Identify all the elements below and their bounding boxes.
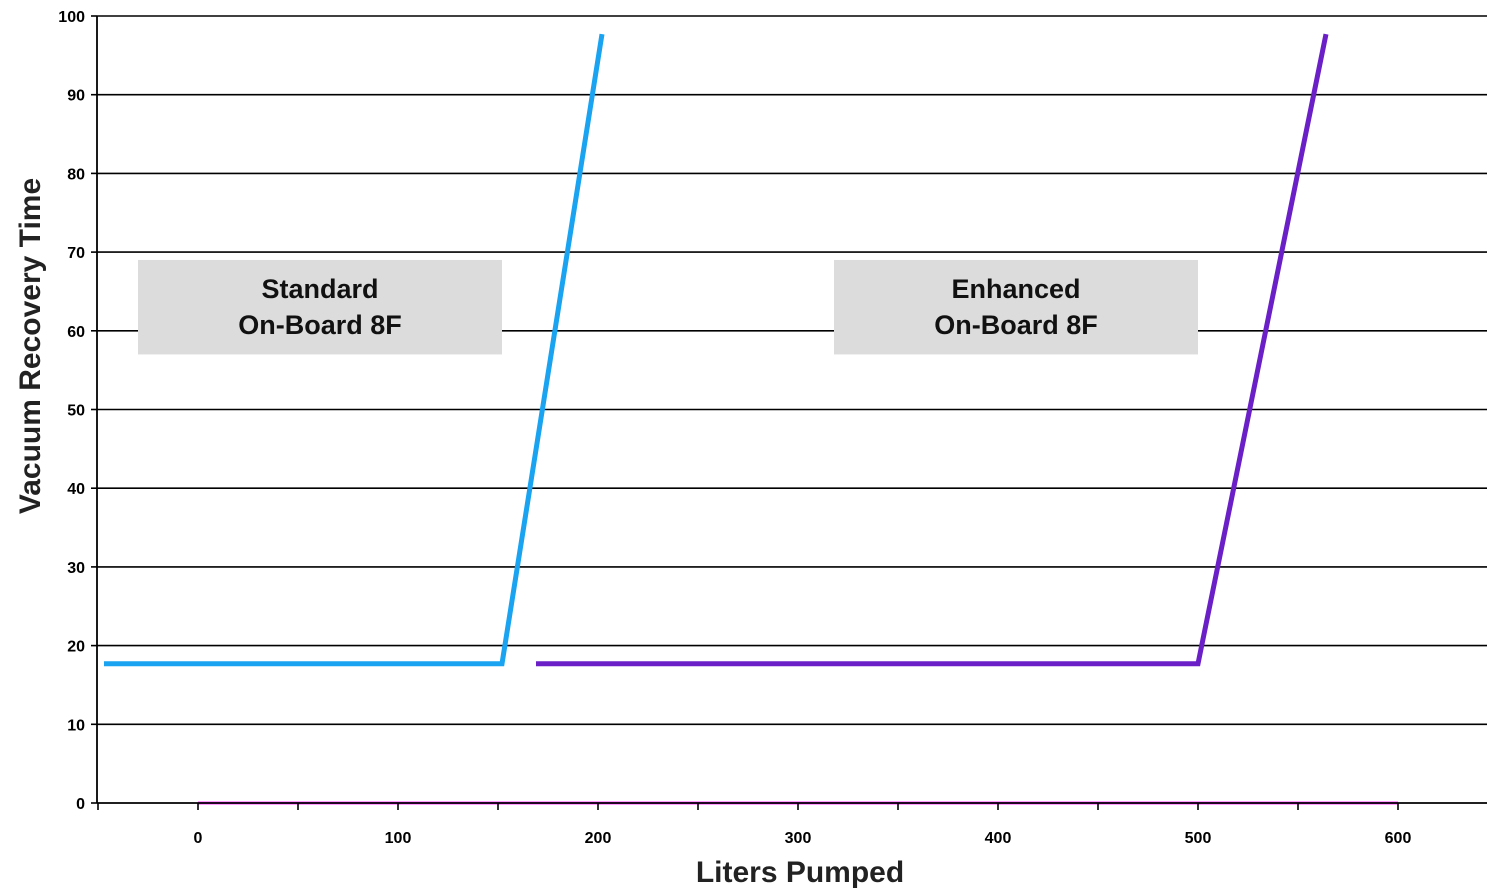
annotations: Standard On-Board 8F Enhanced On-Board 8F xyxy=(138,259,1198,355)
annotation-text-2-1: Enhanced xyxy=(951,274,1080,304)
y-tick-label-20: 20 xyxy=(67,639,85,656)
x-tick-label-100: 100 xyxy=(385,830,412,847)
y-tick-label-50: 50 xyxy=(67,403,85,420)
x-axis-title: Liters Pumped xyxy=(696,856,904,889)
x-tick-label-500: 500 xyxy=(1185,830,1212,847)
annotation-box-2 xyxy=(834,259,1198,355)
x-tick-label-400: 400 xyxy=(985,830,1012,847)
y-tick-label-10: 10 xyxy=(67,717,85,734)
y-tick-label-40: 40 xyxy=(67,481,85,498)
y-axis-title: Vacuum Recovery Time xyxy=(14,178,47,514)
y-tick-label-90: 90 xyxy=(67,88,85,105)
y-tick-label-30: 30 xyxy=(67,560,85,577)
x-tick-label-200: 200 xyxy=(585,830,612,847)
y-tick-label-80: 80 xyxy=(67,166,85,183)
series-lines xyxy=(104,33,1398,805)
series-line-2 xyxy=(536,33,1329,667)
y-tick-label-60: 60 xyxy=(67,324,85,341)
series-line-1 xyxy=(104,33,605,667)
x-tick-label-600: 600 xyxy=(1385,830,1412,847)
annotation-text-1-2: On-Board 8F xyxy=(238,310,402,340)
annotation-text-1-1: Standard xyxy=(261,274,378,304)
y-tick-label-0: 0 xyxy=(76,796,85,813)
y-tick-label-100: 100 xyxy=(58,9,85,26)
x-tick-label-0: 0 xyxy=(194,830,203,847)
annotation-text-2-2: On-Board 8F xyxy=(934,310,1098,340)
annotation-box-1 xyxy=(138,259,502,355)
gridlines xyxy=(97,15,1487,726)
x-tick-label-300: 300 xyxy=(785,830,812,847)
y-tick-label-70: 70 xyxy=(67,245,85,262)
axes: 0 10 20 30 40 50 60 70 80 90 100 0 100 200 300 400 500 60… xyxy=(58,9,1487,847)
